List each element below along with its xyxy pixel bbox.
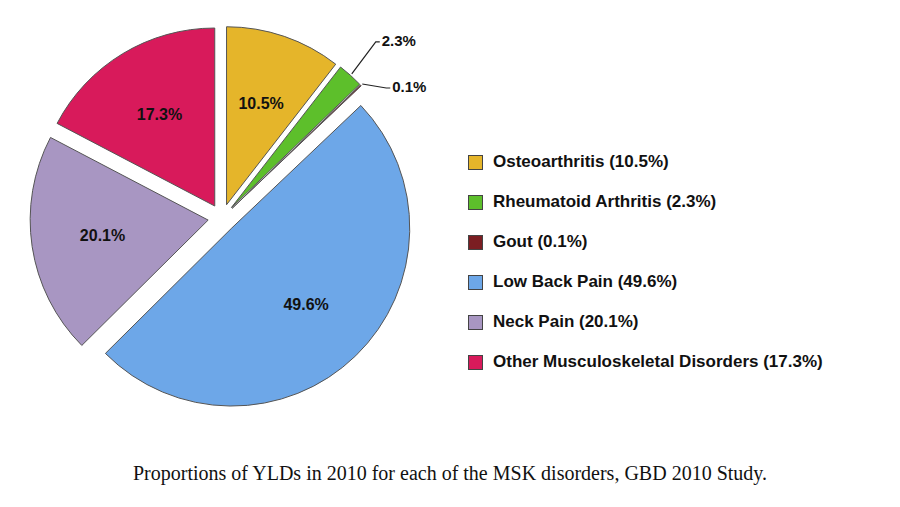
svg-text:20.1%: 20.1% [80,227,125,244]
html-text:Other Musculoskeletal Disorder: Other Musculoskeletal Disorders (17.3%) [493,352,823,371]
svg-text:0.1%: 0.1% [392,78,426,95]
svg-text:17.3%: 17.3% [137,106,182,123]
svg-text:49.6%: 49.6% [283,296,328,313]
svg-text:10.5%: 10.5% [238,95,283,112]
html-text:Gout (0.1%): Gout (0.1%) [493,232,588,251]
html-text:Low Back Pain (49.6%): Low Back Pain (49.6%) [493,272,678,291]
svg-text:2.3%: 2.3% [382,32,416,49]
html-text:Osteoarthritis (10.5%): Osteoarthritis (10.5%) [493,152,669,171]
html-text:Rheumatoid Arthritis (2.3%): Rheumatoid Arthritis (2.3%) [493,192,717,211]
html-text:Proportions of YLDs in 2010 fo: Proportions of YLDs in 2010 for each of … [133,462,767,484]
html-text:Neck Pain (20.1%): Neck Pain (20.1%) [493,312,639,331]
